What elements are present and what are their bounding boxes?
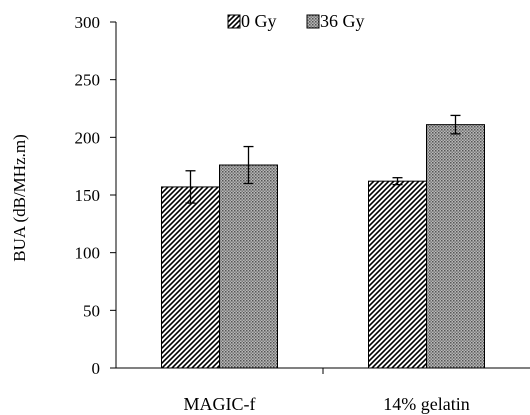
bar-14-gelatin-36-gy (426, 124, 485, 369)
y-axis-title: BUA (dB/MHz.m) (10, 134, 29, 262)
y-tick-label-100: 100 (75, 244, 101, 263)
legend-swatch-0-gy (227, 14, 241, 29)
legend-label-0-gy: 0 Gy (241, 11, 277, 31)
y-tick-label-0: 0 (92, 359, 101, 378)
x-axis: MAGIC-f 14% gelatin (116, 367, 530, 414)
y-tick-label-300: 300 (75, 13, 101, 32)
bar-magic-f-0-gy (161, 186, 220, 369)
error-bars (185, 114, 461, 204)
bar-14-gelatin-0-gy (368, 180, 427, 369)
x-category-label-magic-f: MAGIC-f (184, 394, 256, 414)
y-tick-label-150: 150 (75, 186, 101, 205)
bars (161, 124, 485, 369)
legend-swatch-36-gy (306, 14, 320, 29)
x-category-label-14-gelatin: 14% gelatin (383, 394, 469, 414)
y-tick-label-250: 250 (75, 71, 101, 90)
legend-label-36-gy: 36 Gy (320, 11, 365, 31)
legend: 0 Gy 36 Gy (227, 11, 365, 31)
y-axis: 0 50 100 150 200 250 300 (75, 13, 117, 378)
bar-magic-f-36-gy (219, 164, 278, 369)
y-tick-label-50: 50 (83, 301, 100, 320)
y-tick-label-200: 200 (75, 128, 101, 147)
